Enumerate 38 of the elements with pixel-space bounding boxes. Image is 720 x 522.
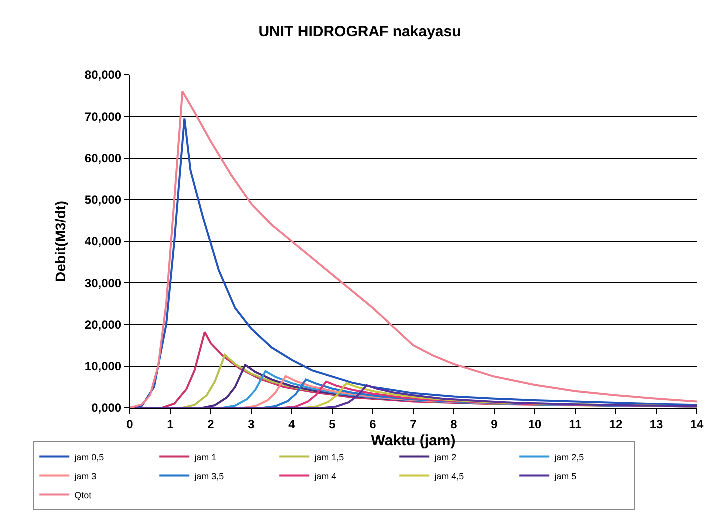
legend-label: jam 3,5 [194,471,224,482]
legend-label: Qtot [74,490,92,500]
legend-label: jam 4,5 [434,471,464,482]
x-tick-label: 0 [126,417,134,432]
x-tick-label: 7 [410,417,418,432]
legend-label: jam 2,5 [554,452,584,462]
x-tick-label: 2 [208,417,215,432]
legend-label: jam 2 [434,452,457,462]
y-tick-label: 40,000 [84,234,122,249]
x-tick-label: 11 [569,417,582,432]
legend-label: jam 1 [194,452,217,462]
chart-title: UNIT HIDROGRAF nakayasu [258,24,462,41]
x-tick-label: 6 [370,417,377,432]
x-axis-title: Waktu (jam) [371,432,456,450]
x-tick-label: 8 [450,417,458,432]
x-tick-label: 10 [528,417,542,432]
x-tick-label: 9 [491,417,498,432]
x-tick-label: 13 [650,417,664,432]
y-tick-label: 70,000 [84,110,122,124]
legend-label: jam 0,5 [74,452,104,462]
x-tick-label: 1 [167,417,174,432]
y-axis-title: Debit(M3/dt) [52,201,68,282]
legend-label: jam 1,5 [314,452,344,462]
legend-label: jam 3 [74,471,97,482]
y-tick-label: 0,000 [92,401,122,416]
y-tick-label: 60,000 [84,151,122,166]
x-tick-label: 4 [288,417,296,432]
x-tick-label: 12 [609,417,623,432]
y-tick-label: 20,000 [84,318,122,332]
y-tick-label: 50,000 [84,193,122,208]
x-tick-label: 14 [690,417,704,432]
x-tick-label: 3 [248,417,256,432]
y-tick-label: 30,000 [84,276,122,290]
legend-label: jam 4 [314,471,337,482]
y-tick-label: 80,000 [84,68,122,82]
x-tick-label: 5 [329,417,336,432]
y-tick-label: 10,000 [84,360,122,374]
legend-label: jam 5 [554,471,577,482]
